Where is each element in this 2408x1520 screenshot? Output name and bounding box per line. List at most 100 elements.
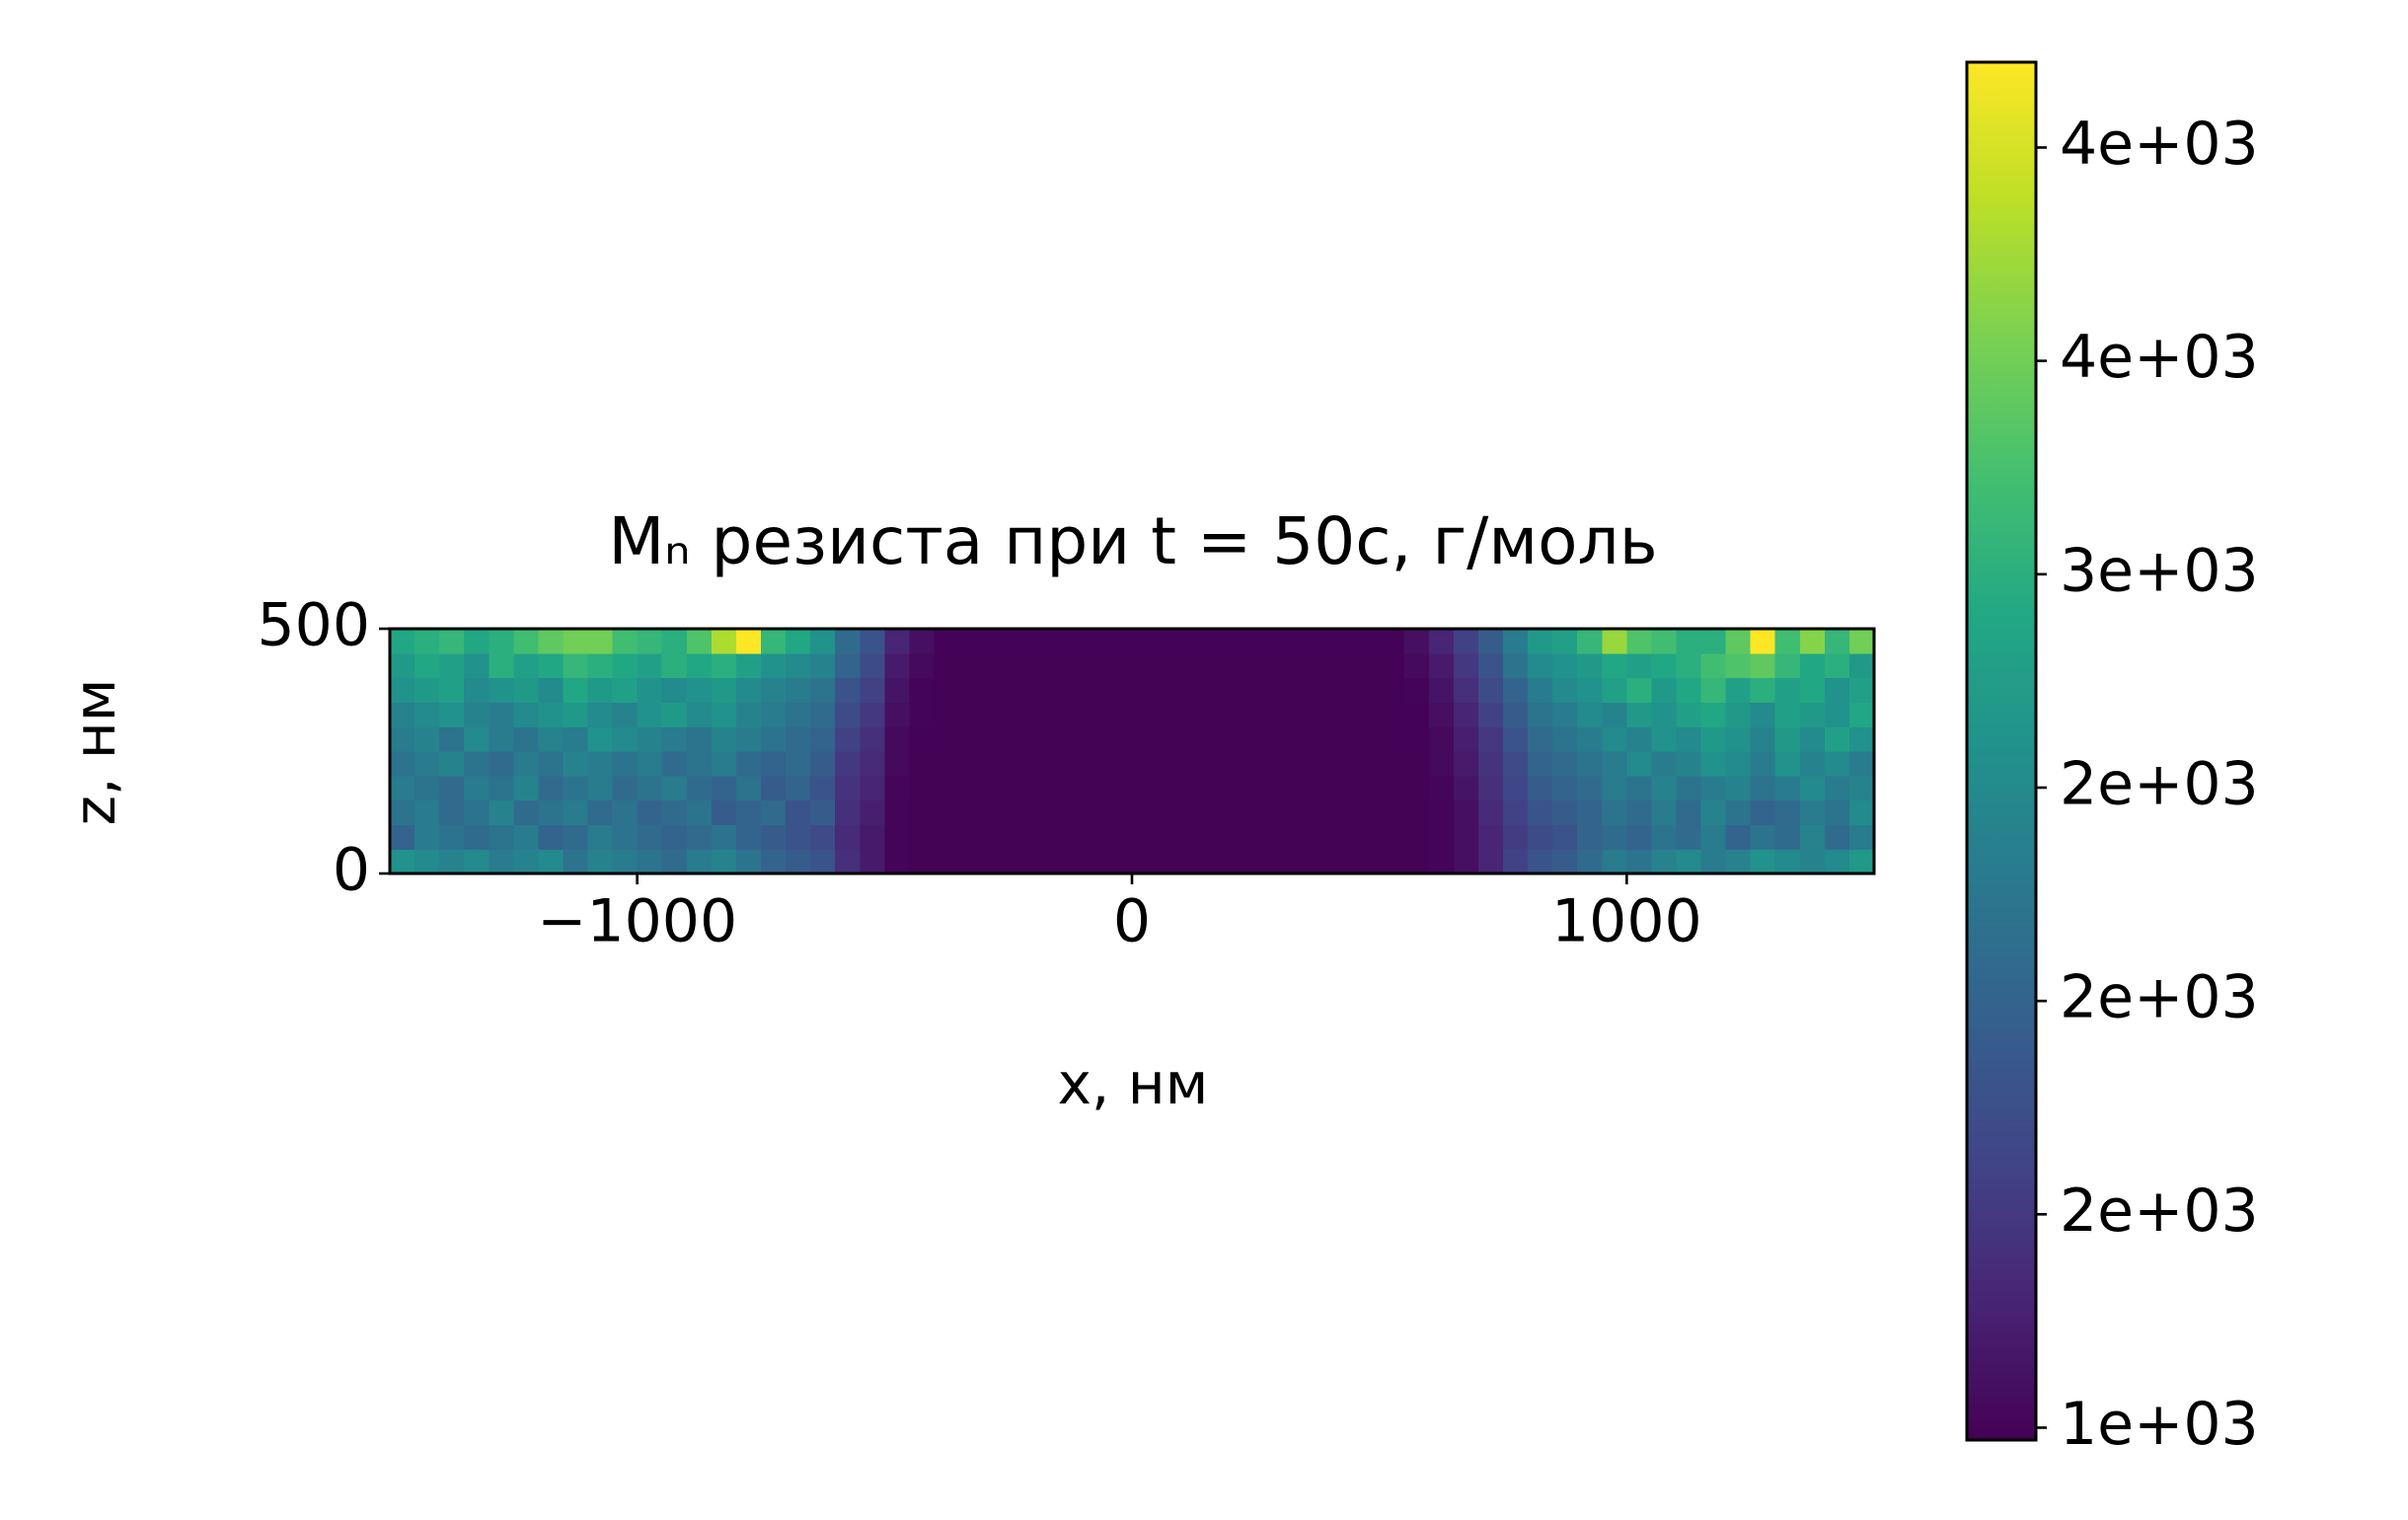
- heatmap-cell: [1057, 824, 1084, 850]
- heatmap-cell: [860, 775, 885, 801]
- heatmap-cell: [1280, 849, 1307, 874]
- heatmap-cell: [587, 775, 614, 801]
- heatmap-cell: [958, 849, 985, 874]
- heatmap-cell: [761, 799, 787, 825]
- heatmap-cell: [1157, 799, 1182, 825]
- heatmap-cell: [860, 629, 885, 654]
- heatmap-cell: [1379, 799, 1405, 825]
- heatmap-cell: [661, 726, 688, 752]
- heatmap-cell: [1528, 629, 1553, 654]
- heatmap-cell: [1700, 652, 1727, 679]
- heatmap-cell: [1577, 702, 1603, 727]
- heatmap-cell: [1231, 652, 1256, 679]
- heatmap-cell: [1157, 751, 1182, 777]
- heatmap-cell: [637, 751, 663, 777]
- y-tick-label: 0: [333, 836, 370, 905]
- heatmap-cell: [414, 726, 440, 752]
- heatmap-cell: [1799, 629, 1826, 654]
- heatmap-cell: [1725, 726, 1752, 752]
- heatmap-cell: [1008, 775, 1034, 801]
- heatmap-cell: [1157, 702, 1182, 727]
- heatmap-cell: [1329, 751, 1356, 777]
- heatmap-cell: [563, 799, 589, 825]
- heatmap-cell: [1602, 824, 1627, 850]
- heatmap-cell: [439, 849, 465, 874]
- y-tick-label: 500: [257, 591, 370, 660]
- heatmap-cell: [612, 799, 639, 825]
- heatmap-cell: [1626, 824, 1652, 850]
- heatmap-cell: [909, 726, 936, 752]
- heatmap-cell: [1774, 702, 1801, 727]
- heatmap-cell: [661, 824, 688, 850]
- heatmap-cell: [1082, 652, 1108, 679]
- heatmap-cell: [711, 652, 737, 679]
- heatmap-cell: [810, 652, 836, 679]
- heatmap-cell: [1503, 849, 1529, 874]
- heatmap-cell: [390, 629, 415, 654]
- heatmap-cell: [1676, 702, 1702, 727]
- heatmap-cell: [587, 799, 614, 825]
- heatmap-cell: [835, 751, 861, 777]
- heatmap-cell: [1082, 629, 1108, 654]
- heatmap-cell: [1577, 849, 1603, 874]
- heatmap-cell: [735, 629, 762, 654]
- heatmap-cell: [786, 824, 811, 850]
- heatmap-cell: [1181, 849, 1207, 874]
- heatmap-cell: [1725, 751, 1752, 777]
- heatmap-cell: [563, 677, 589, 703]
- heatmap-cell: [1799, 849, 1826, 874]
- heatmap-cell: [587, 726, 614, 752]
- heatmap-cell: [1403, 677, 1430, 703]
- heatmap-cell: [1602, 799, 1627, 825]
- heatmap-cell: [439, 702, 465, 727]
- heatmap-cell: [835, 775, 861, 801]
- heatmap-cell: [1750, 677, 1776, 703]
- heatmap-cell: [1651, 652, 1678, 679]
- heatmap-cell: [1824, 652, 1850, 679]
- heatmap-cell: [538, 677, 564, 703]
- heatmap-cell: [489, 799, 514, 825]
- heatmap-cell: [983, 799, 1010, 825]
- heatmap-cell: [1280, 702, 1307, 727]
- heatmap-cell: [1106, 849, 1133, 874]
- heatmap-cell: [958, 799, 985, 825]
- heatmap-cell: [612, 751, 639, 777]
- heatmap-cell: [1848, 849, 1875, 874]
- heatmap-cell: [1231, 799, 1256, 825]
- heatmap-cell: [1528, 751, 1553, 777]
- heatmap-cell: [835, 849, 861, 874]
- heatmap-cell: [1379, 751, 1405, 777]
- heatmap-cell: [1305, 824, 1331, 850]
- heatmap-cell: [1700, 849, 1727, 874]
- heatmap-cell: [1106, 726, 1133, 752]
- heatmap-cell: [587, 849, 614, 874]
- heatmap-cell: [587, 629, 614, 654]
- heatmap-cell: [786, 726, 811, 752]
- heatmap-cell: [860, 849, 885, 874]
- heatmap-cell: [1206, 799, 1232, 825]
- heatmap-cell: [1799, 751, 1826, 777]
- heatmap-cell: [711, 677, 737, 703]
- heatmap-cell: [934, 726, 960, 752]
- heatmap-cell: [1700, 775, 1727, 801]
- heatmap-cell: [661, 652, 688, 679]
- heatmap-cell: [1700, 824, 1727, 850]
- heatmap-cell: [1057, 849, 1084, 874]
- heatmap-cell: [587, 677, 614, 703]
- heatmap-cell: [563, 751, 589, 777]
- heatmap-cell: [1503, 629, 1529, 654]
- heatmap-cell: [835, 824, 861, 850]
- heatmap-cell: [810, 726, 836, 752]
- heatmap-cell: [1799, 702, 1826, 727]
- heatmap-cell: [1231, 775, 1256, 801]
- heatmap-cell: [909, 775, 936, 801]
- heatmap-cell: [489, 849, 514, 874]
- heatmap-cell: [1106, 799, 1133, 825]
- heatmap-cell: [1552, 849, 1578, 874]
- heatmap-cell: [1181, 652, 1207, 679]
- heatmap-cell: [1428, 824, 1455, 850]
- heatmap-cell: [1477, 799, 1504, 825]
- heatmap-cell: [414, 799, 440, 825]
- colorbar-tick-label: 2e+03: [2060, 963, 2259, 1032]
- heatmap-cell: [1774, 799, 1801, 825]
